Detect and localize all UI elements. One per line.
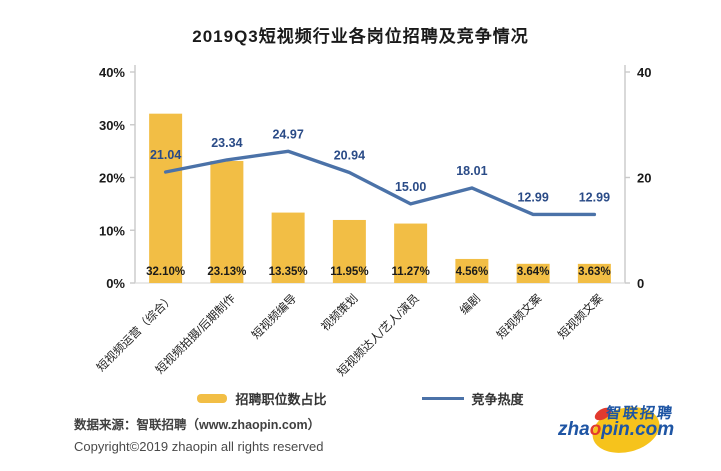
bar bbox=[577, 263, 611, 283]
line-value-label: 24.97 bbox=[272, 127, 303, 141]
bar bbox=[394, 223, 428, 283]
line-value-label: 21.04 bbox=[150, 148, 181, 162]
copyright-note: Copyright©2019 zhaopin all rights reserv… bbox=[74, 439, 324, 454]
category-label: 短视频文案 bbox=[555, 291, 606, 342]
line-value-label: 20.94 bbox=[334, 149, 365, 163]
data-source-note: 数据来源：智联招聘（www.zhaopin.com） bbox=[74, 418, 321, 432]
category-label: 短视频文案 bbox=[494, 291, 545, 342]
logo-red-o: o bbox=[589, 419, 602, 440]
bar bbox=[332, 219, 366, 283]
chart-legend: 招聘职位数占比 竞争热度 bbox=[0, 389, 721, 408]
bar-value-label: 11.95% bbox=[330, 266, 368, 278]
bar-value-label: 32.10% bbox=[146, 266, 185, 278]
line-value-label: 12.99 bbox=[517, 190, 548, 204]
bar-value-label: 11.27% bbox=[391, 266, 429, 278]
right-axis-tick-label: 0 bbox=[637, 276, 644, 291]
bar-value-label: 13.35% bbox=[269, 266, 308, 278]
combo-chart: 0% 10% 20% 30% 40% 0 20 40 32.10% 23.13% 13.35% 11.… bbox=[94, 65, 651, 379]
category-label: 编剧 bbox=[457, 291, 483, 317]
legend-item-line: 竞争热度 bbox=[421, 389, 524, 408]
left-axis-tick-label: 30% bbox=[99, 118, 125, 133]
chart-title: 2019Q3短视频行业各岗位招聘及竞争情况 bbox=[192, 27, 529, 46]
zhaopin-logo: 智联招聘 zhaopin.com bbox=[554, 396, 709, 464]
bar bbox=[455, 258, 489, 283]
bar-value-label: 3.63% bbox=[578, 266, 611, 278]
line-value-label: 18.01 bbox=[456, 164, 487, 178]
bar bbox=[516, 263, 550, 283]
right-axis-tick-label: 40 bbox=[637, 65, 651, 80]
bar bbox=[271, 212, 305, 283]
right-axis-tick-label: 20 bbox=[637, 171, 651, 186]
category-label: 短视频编导 bbox=[249, 291, 300, 342]
line-value-label: 12.99 bbox=[579, 190, 610, 204]
logo-domain-text: zhaopin.com bbox=[558, 419, 675, 440]
bar-value-label: 23.13% bbox=[207, 266, 246, 278]
left-axis-tick-label: 40% bbox=[99, 65, 125, 80]
line-value-label: 15.00 bbox=[395, 180, 426, 194]
category-label: 视频策划 bbox=[318, 291, 360, 333]
legend-line-label: 竞争热度 bbox=[471, 392, 524, 407]
left-axis-tick-label: 20% bbox=[99, 171, 125, 186]
legend-bar-label: 招聘职位数占比 bbox=[235, 392, 327, 407]
bar bbox=[149, 113, 183, 283]
bar-value-label: 4.56% bbox=[456, 266, 489, 278]
bar-series-swatch bbox=[197, 394, 228, 403]
bar-value-label: 3.64% bbox=[517, 266, 550, 278]
left-axis-tick-label: 0% bbox=[106, 276, 125, 291]
competition-line bbox=[163, 149, 597, 217]
left-axis-tick-label: 10% bbox=[99, 223, 125, 238]
line-series-swatch bbox=[421, 397, 464, 400]
legend-item-bar: 招聘职位数占比 bbox=[197, 389, 327, 408]
bar bbox=[210, 160, 244, 283]
line-value-label: 23.34 bbox=[211, 136, 242, 150]
